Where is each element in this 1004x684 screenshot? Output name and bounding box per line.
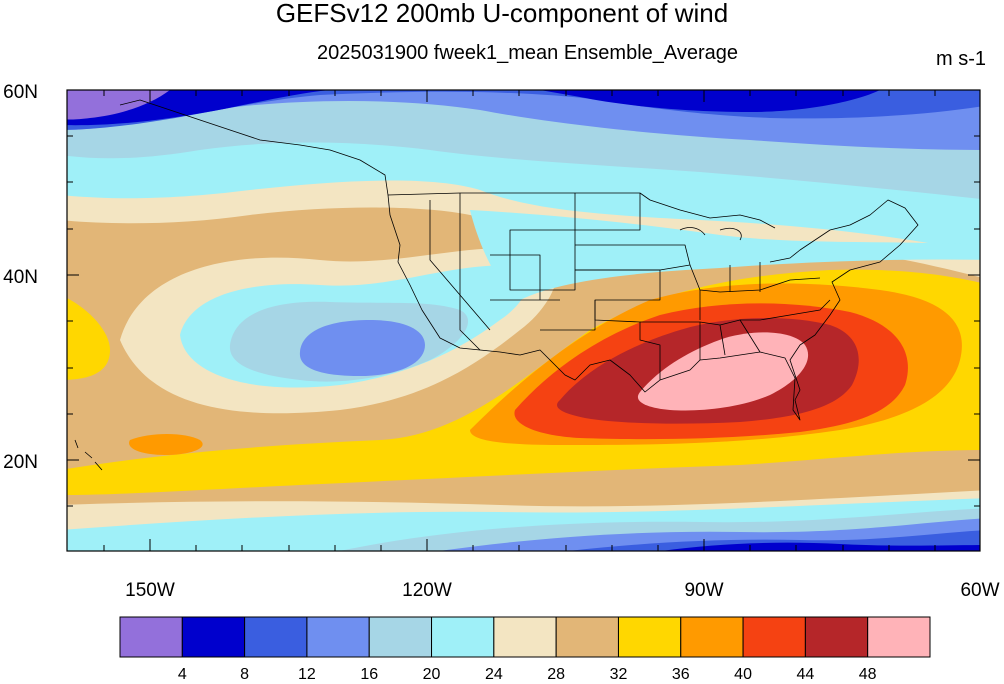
wind-contour-field [67,90,980,551]
axis-ticks [67,89,980,551]
colorbar-label: 8 [240,666,249,683]
colorbar-swatch [804,616,869,658]
colorbar: 4 8 12 16 20 24 28 32 36 40 44 48 [119,616,931,683]
colorbar-label: 4 [178,666,187,683]
contour-below-4 [67,90,170,120]
colorbar-swatch [555,616,619,658]
units-label: m s-1 [936,48,986,70]
coastlines-and-borders [74,99,919,471]
contour-4-8-north-center [540,90,880,112]
contour-36-40-west [129,434,203,455]
lon-label-150w: 150W [125,580,175,601]
lat-label-20n: 20N [3,452,38,473]
colorbar-swatch [742,616,806,658]
colorbar-label: 16 [360,666,378,683]
lon-label-60w: 60W [960,580,999,601]
colorbar-swatch [306,616,370,658]
colorbar-label: 12 [298,666,316,683]
colorbar-swatch [617,616,682,658]
colorbar-label: 20 [423,666,441,683]
colorbar-label: 44 [796,666,814,683]
map-title: GEFSv12 200mb U-component of wind [275,0,729,28]
colorbar-swatch [181,616,246,658]
colorbar-label: 24 [485,666,503,683]
lon-label-120w: 120W [402,580,452,601]
colorbar-swatch [680,616,744,658]
contour-4-8-south [661,542,980,551]
lat-label-40n: 40N [3,267,38,288]
contour-20-24-east [470,210,980,300]
colorbar-swatch [493,616,557,658]
colorbar-label: 40 [734,666,752,683]
colorbar-label: 36 [672,666,690,683]
colorbar-swatch [431,616,495,658]
contour-above-48-jet [637,332,809,411]
lon-label-90w: 90W [684,580,723,601]
lat-label-60n: 60N [3,82,38,103]
colorbar-swatch [119,616,183,658]
colorbar-swatch [368,616,433,658]
contour-12-16-west-oval [299,320,425,376]
colorbar-label: 32 [610,666,628,683]
contour-32-36-west [67,298,110,380]
colorbar-swatch [244,616,308,658]
colorbar-label: 28 [547,666,565,683]
colorbar-swatch [867,616,931,658]
colorbar-label: 48 [859,666,877,683]
map-subtitle: 2025031900 fweek1_mean Ensemble_Average [316,42,739,64]
